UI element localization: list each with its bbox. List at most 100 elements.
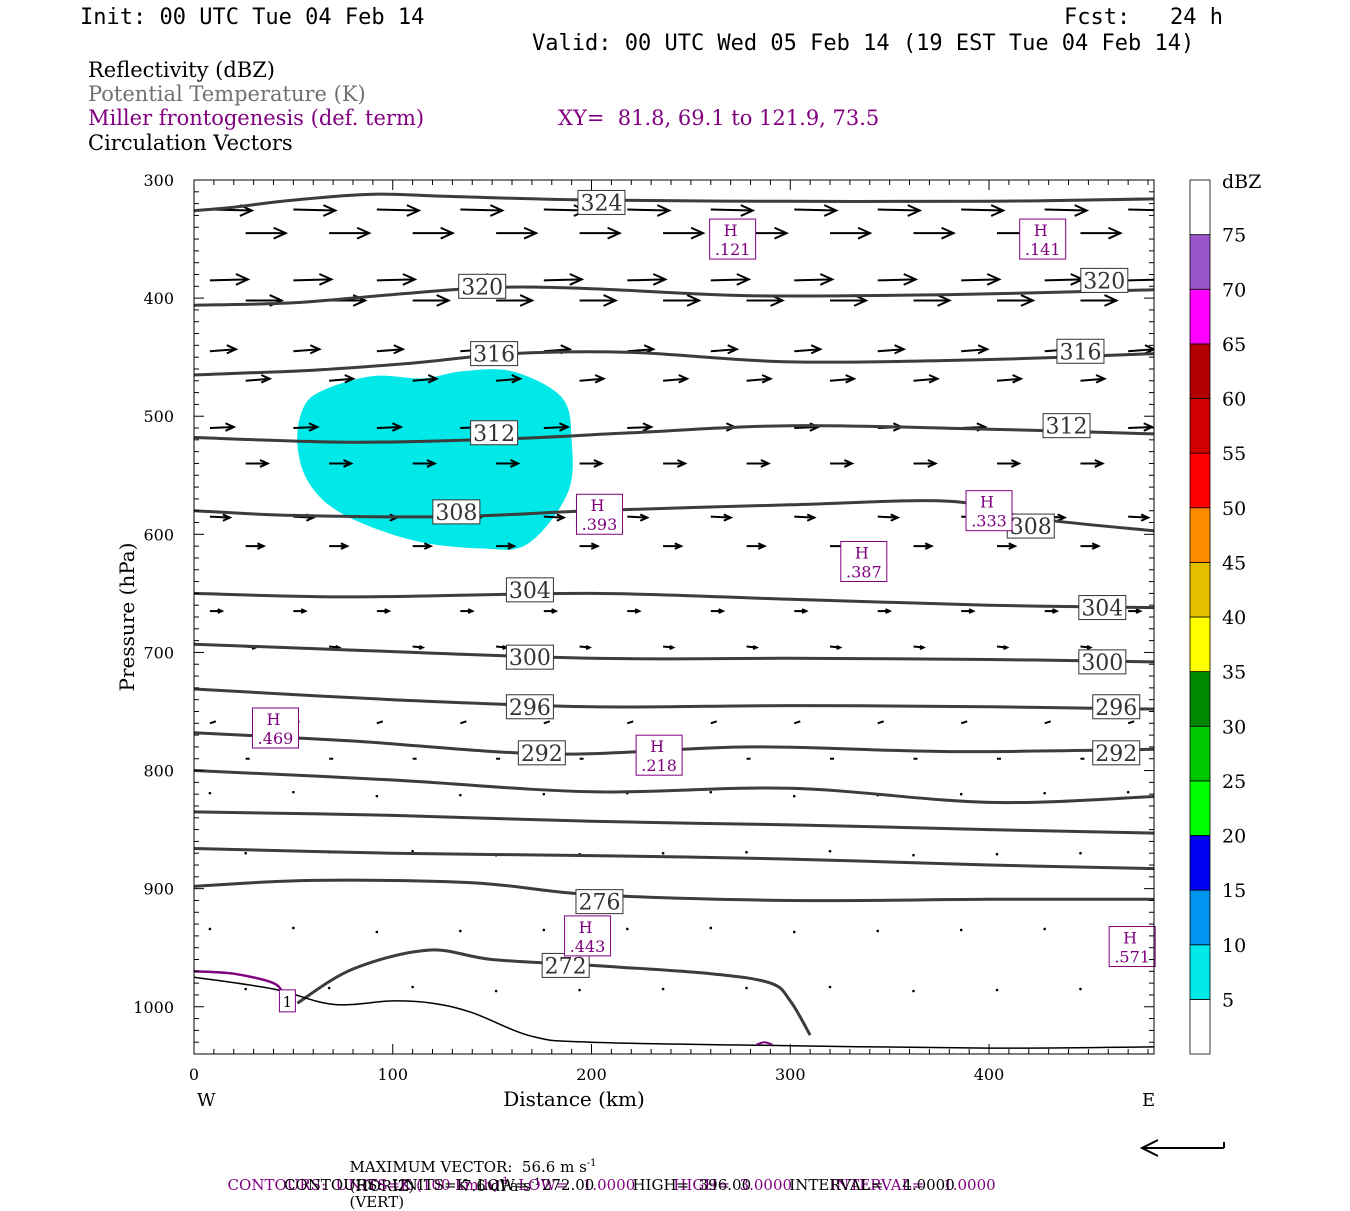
circulation-vector [794,273,835,286]
theta-contour [194,769,1154,805]
circulation-vector [1079,987,1082,991]
colorbar-band [1189,780,1211,836]
circulation-vector [375,794,379,798]
circulation-vector [829,645,843,651]
svg-text:H: H [1123,929,1137,948]
circulation-vector [961,273,1002,286]
colorbar-label: 45 [1222,552,1246,574]
svg-text:.121: .121 [715,240,751,259]
circulation-vector [1043,791,1046,795]
circulation-vector [245,374,273,384]
x-end-label-east: E [1142,1090,1155,1111]
circulation-vector [1128,608,1143,614]
circulation-vector [412,459,438,468]
circulation-vector [1044,720,1051,725]
circulation-vector [496,542,517,550]
colorbar-band [1189,288,1211,345]
x-tick-label: 100 [377,1065,408,1084]
circulation-vector [543,608,559,614]
circulation-vector [579,645,593,651]
circulation-vector [1128,344,1154,355]
circulation-vector [913,226,956,240]
init-time: Init: 00 UTC Tue 04 Feb 14 [80,5,425,30]
circulation-vector [496,645,509,651]
svg-text:H: H [1034,221,1048,240]
frontogenesis-contour [756,1041,773,1046]
theta-contour-label: 316 [470,341,519,368]
circulation-vector [412,645,426,651]
circulation-vector [1044,204,1090,217]
circulation-vector [710,720,718,725]
reference-vector-arrow [1139,1139,1225,1157]
circulation-vector [662,645,676,651]
colorbar-band [1189,561,1211,618]
circulation-vector [913,645,926,651]
circulation-vector [376,273,418,286]
circulation-vector [460,608,475,614]
circulation-vector [208,927,212,931]
circulation-vector [996,459,1022,468]
circulation-vector [1080,645,1093,651]
circulation-vector [746,374,773,384]
colorbar-label: 5 [1222,989,1234,1011]
frontogenesis-high: H.333 [965,490,1013,532]
circulation-vector [626,720,634,725]
svg-text:312: 312 [473,422,515,447]
circulation-vector [208,791,212,795]
x-axis-label: Distance (km) [503,1087,645,1111]
theta-contour [194,878,1154,903]
circulation-vector [794,204,839,217]
circulation-vector [961,204,1006,217]
circulation-vector [627,273,668,286]
circulation-vector [794,513,817,522]
svg-text:316: 316 [1059,340,1101,365]
circulation-vector [710,273,752,286]
legend-circulation: Circulation Vectors [88,131,293,155]
theta-contour-label: 312 [1042,413,1091,440]
colorbar-label: 65 [1222,334,1246,356]
svg-text:H: H [590,496,604,515]
theta-contour-label: 316 [1056,338,1105,365]
y-tick-label: 1000 [133,998,174,1017]
circulation-vector [627,513,650,522]
colorbar-band [1189,944,1211,1000]
svg-text:296: 296 [1095,696,1137,721]
colorbar-label: 40 [1222,607,1246,629]
circulation-vector [710,204,756,217]
footer-contours-theta: CONTOURS: UNITS=K LOW= 272.00 HIGH= 396.… [284,1176,955,1194]
circulation-vector [412,374,440,384]
circulation-vector [830,226,873,240]
circulation-vector [329,226,372,240]
circulation-vector [412,226,456,240]
theta-contour-label: 324 [577,189,626,216]
circulation-vector [579,459,605,468]
circulation-vector [1128,274,1154,285]
colorbar-label: 25 [1222,771,1246,793]
circulation-vector [245,542,267,550]
circulation-vector [913,294,952,307]
colorbar-label: 70 [1222,279,1246,301]
colorbar-label: 55 [1222,443,1246,465]
svg-text:300: 300 [1081,651,1123,676]
colorbar-label: 10 [1222,935,1246,957]
svg-text:H: H [579,918,593,937]
legend-miller: Miller frontogenesis (def. term) [88,106,425,130]
circulation-vector [1128,208,1154,212]
circulation-vector [579,374,607,384]
circulation-vector [327,986,331,990]
circulation-vector [292,926,295,930]
circulation-vector [877,608,893,614]
svg-text:H: H [724,221,738,240]
circulation-vector [1044,273,1086,286]
circulation-vector [876,929,880,933]
circulation-vector [411,985,414,989]
circulation-vector [792,794,796,798]
colorbar-unit: dBZ [1222,171,1261,193]
circulation-vector [496,226,539,240]
svg-text:.571: .571 [1114,948,1150,967]
theta-contour [194,591,1154,610]
circulation-vector [663,226,706,240]
circulation-vector [709,926,713,930]
theta-contour-label: 308 [1006,513,1055,540]
circulation-vector [579,226,623,240]
